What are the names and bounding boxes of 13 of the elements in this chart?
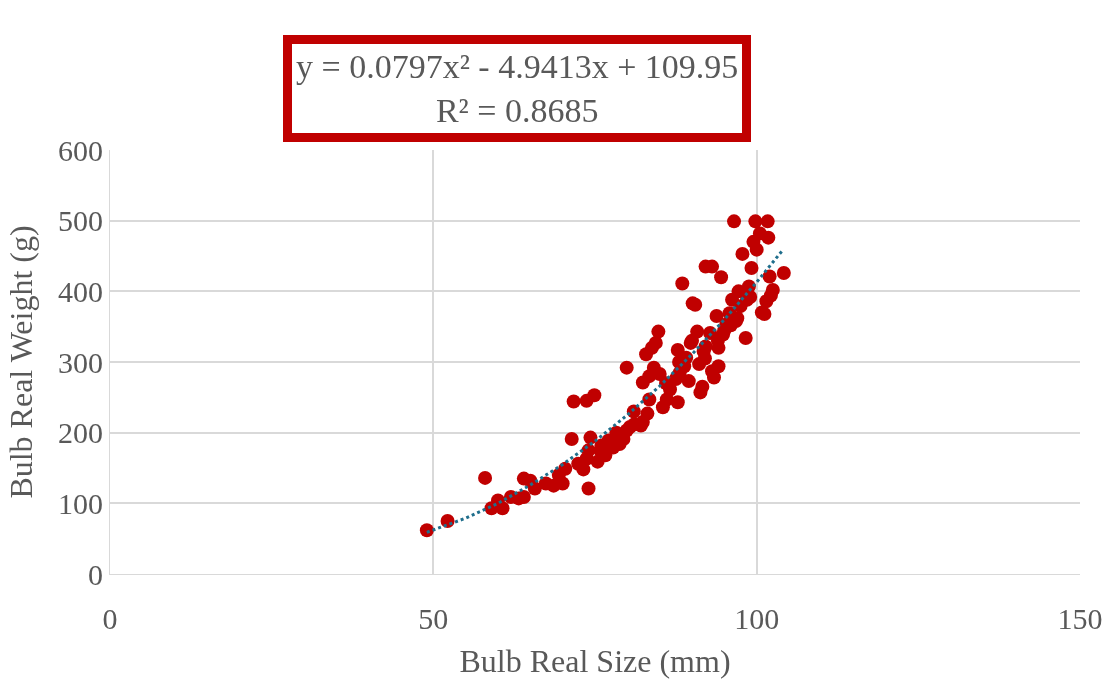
y-tick-label: 500 <box>58 204 103 238</box>
y-axis-title: Bulb Real Weight (g) <box>3 225 40 499</box>
x-tick-label: 150 <box>1057 602 1103 635</box>
x-tick-label: 100 <box>734 602 780 635</box>
y-tick-label: 400 <box>58 274 103 308</box>
y-tick-label: 100 <box>58 486 103 520</box>
y-tick-label: 0 <box>88 557 103 591</box>
y-tick-label: 300 <box>58 345 103 379</box>
x-tick-label: 50 <box>418 602 449 635</box>
y-tick-label: 600 <box>58 133 103 167</box>
x-axis-title: Bulb Real Size (mm) <box>459 642 731 679</box>
text: y = 0.0797x² - 4.9413x + 109.95 R² = 0.8685 <box>296 48 739 130</box>
y-tick-label: 200 <box>58 416 103 450</box>
